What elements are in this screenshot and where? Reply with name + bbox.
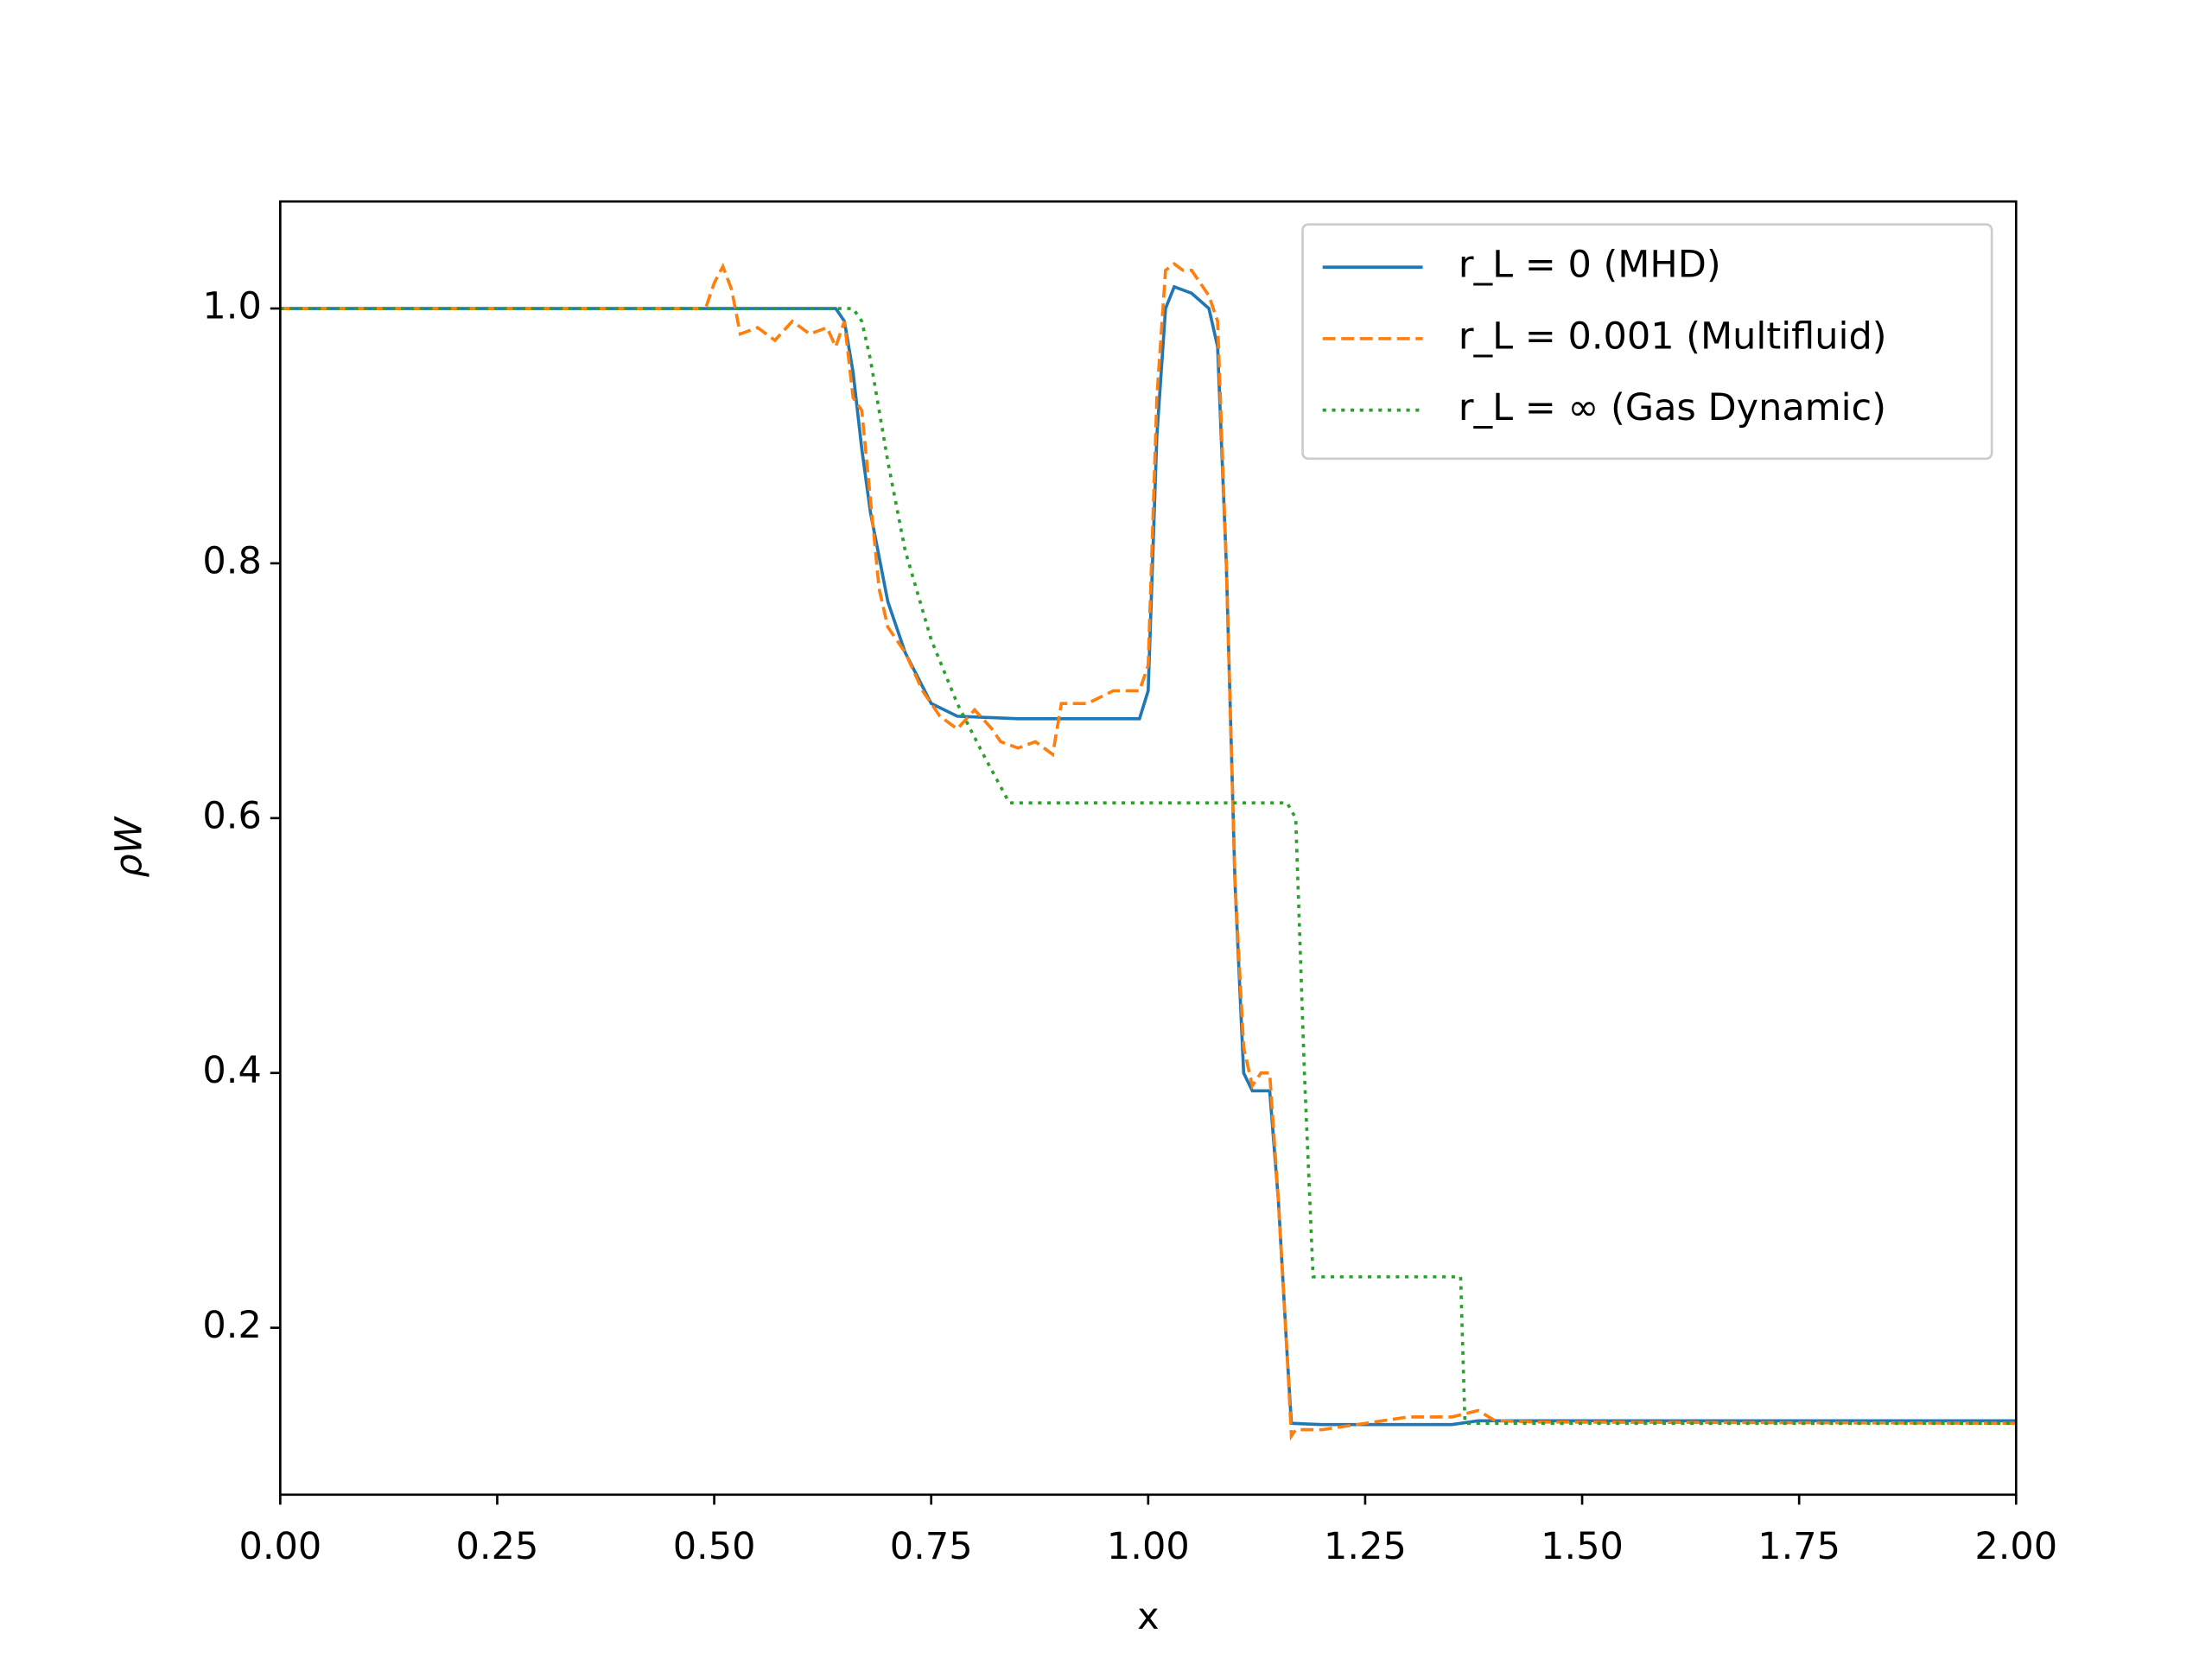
x-tick-label: 2.00 — [1974, 1525, 2057, 1568]
data-line — [280, 262, 2017, 1441]
legend-label: r_L = 0.001 (Multifluid) — [1459, 315, 1887, 358]
x-tick-label: 0.50 — [673, 1525, 756, 1568]
data-line — [280, 307, 2017, 1426]
x-tick-label: 0.00 — [238, 1525, 321, 1568]
x-tick-label: 0.25 — [456, 1525, 539, 1568]
y-tick-label: 1.0 — [202, 285, 261, 328]
x-tick-label: 1.00 — [1107, 1525, 1190, 1568]
y-tick-label: 0.6 — [202, 794, 261, 837]
x-tick-label: 1.75 — [1758, 1525, 1840, 1568]
legend-box — [1301, 223, 1993, 461]
x-tick-label: 1.25 — [1324, 1525, 1407, 1568]
legend-label: r_L = 0 (MHD) — [1459, 244, 1721, 287]
y-axis-label: ρW — [108, 816, 151, 877]
y-tick-label: 0.8 — [202, 539, 261, 582]
x-axis-label: x — [1137, 1595, 1159, 1638]
y-tick-label: 0.2 — [202, 1304, 261, 1347]
axes-frame — [279, 200, 2018, 1497]
data-line — [280, 284, 2017, 1427]
x-tick-label: 0.75 — [890, 1525, 973, 1568]
y-tick-label: 0.4 — [202, 1049, 261, 1092]
x-tick-label: 1.50 — [1541, 1525, 1624, 1568]
legend-label: r_L = ∞ (Gas Dynamic) — [1459, 386, 1886, 429]
